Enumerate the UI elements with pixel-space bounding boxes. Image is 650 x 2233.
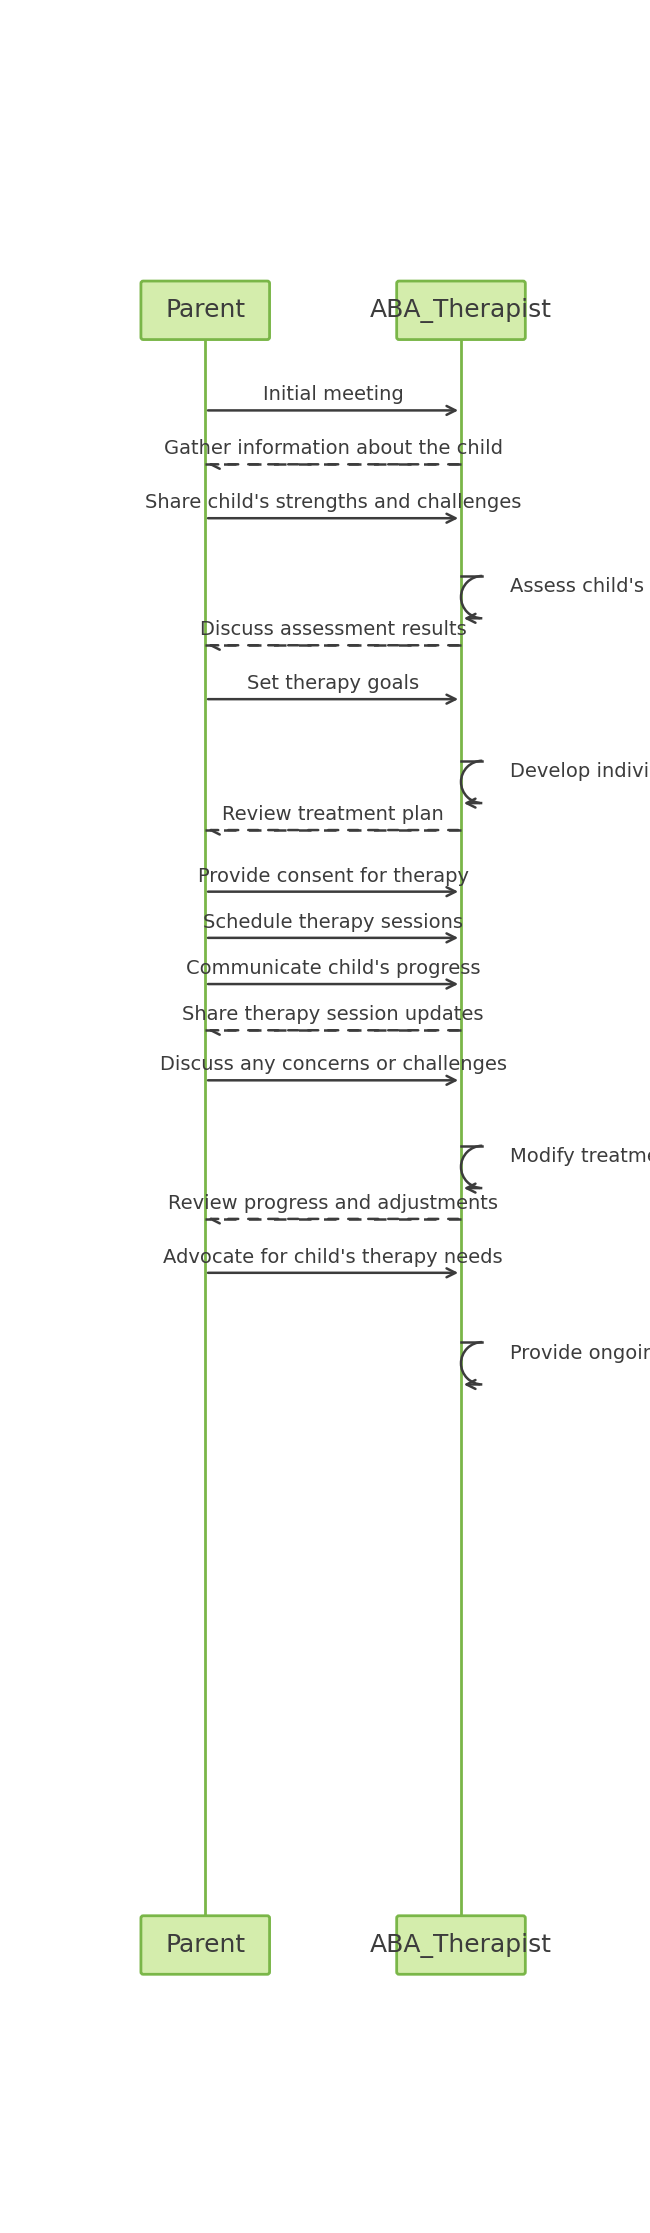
- Text: Gather information about the child: Gather information about the child: [164, 440, 502, 458]
- FancyBboxPatch shape: [396, 1916, 525, 1974]
- Text: Review progress and adjustments: Review progress and adjustments: [168, 1195, 498, 1213]
- Text: Communicate child's progress: Communicate child's progress: [186, 958, 480, 978]
- FancyBboxPatch shape: [141, 1916, 270, 1974]
- Text: Provide consent for therapy: Provide consent for therapy: [198, 866, 469, 887]
- Text: Advocate for child's therapy needs: Advocate for child's therapy needs: [163, 1248, 503, 1266]
- Text: Discuss assessment results: Discuss assessment results: [200, 621, 467, 639]
- Text: Provide ongoing support and guidance: Provide ongoing support and guidance: [510, 1344, 650, 1362]
- Text: Initial meeting: Initial meeting: [263, 386, 404, 404]
- Text: Parent: Parent: [165, 1934, 245, 1956]
- FancyBboxPatch shape: [396, 281, 525, 339]
- FancyBboxPatch shape: [141, 281, 270, 339]
- Text: Review treatment plan: Review treatment plan: [222, 804, 444, 824]
- Text: Modify treatment plan if needed: Modify treatment plan if needed: [510, 1148, 650, 1166]
- Text: Schedule therapy sessions: Schedule therapy sessions: [203, 913, 463, 931]
- Text: Share therapy session updates: Share therapy session updates: [183, 1005, 484, 1025]
- Text: ABA_Therapist: ABA_Therapist: [370, 1932, 552, 1958]
- Text: Discuss any concerns or challenges: Discuss any concerns or challenges: [160, 1056, 506, 1074]
- Text: ABA_Therapist: ABA_Therapist: [370, 297, 552, 324]
- Text: Assess child's needs: Assess child's needs: [510, 578, 650, 596]
- Text: Develop individualized treatment plan: Develop individualized treatment plan: [510, 761, 650, 782]
- Text: Set therapy goals: Set therapy goals: [247, 674, 419, 692]
- Text: Share child's strengths and challenges: Share child's strengths and challenges: [145, 493, 521, 511]
- Text: Parent: Parent: [165, 299, 245, 322]
